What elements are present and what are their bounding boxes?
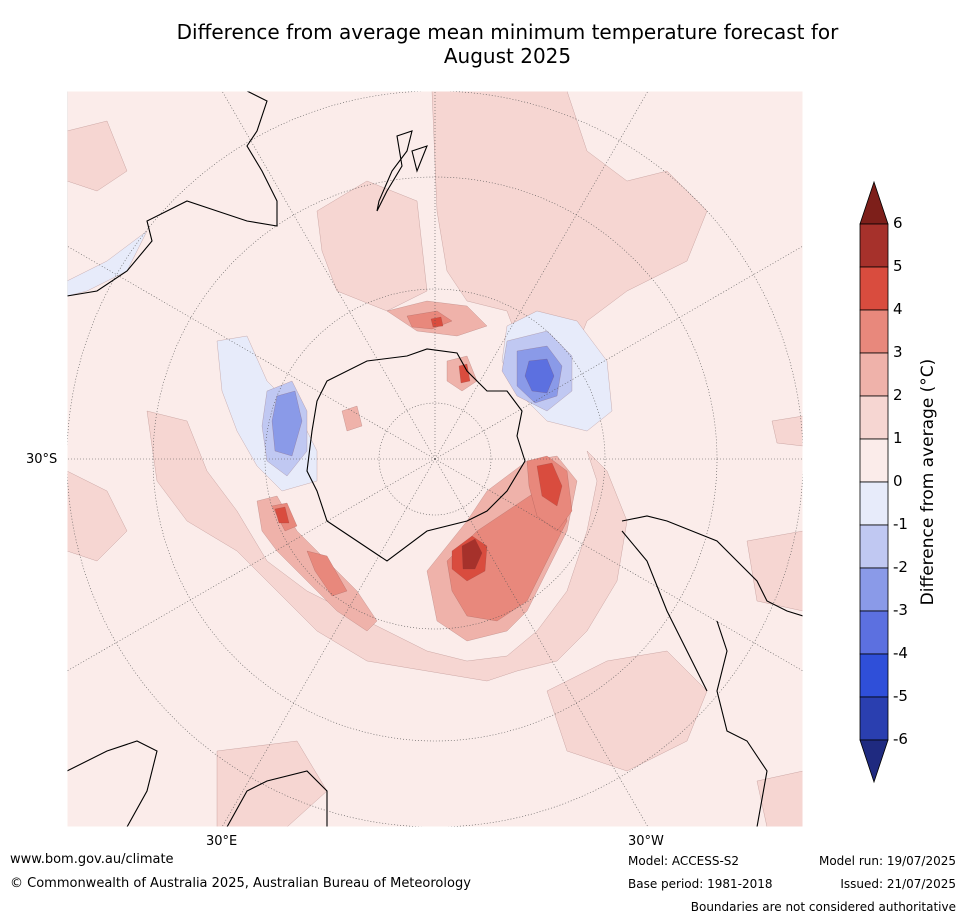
anomaly-minus-4-to-minus-3	[524, 358, 555, 394]
colorbar-under-minus-6	[859, 739, 889, 784]
colorbar-band-m4_m3	[859, 610, 889, 655]
footer-model: Model: ACCESS-S2	[628, 854, 740, 868]
footer-model-run: Model run: 19/07/2025	[818, 854, 956, 868]
anomaly-1-to-2	[67, 91, 803, 827]
footer-website[interactable]: www.bom.gov.au/climate	[10, 852, 174, 867]
colorbar-band-1_2	[859, 395, 889, 440]
colorbar-tick-label: -4	[893, 644, 908, 662]
colorbar-tick-label: -5	[893, 687, 908, 705]
colorbar-tick-label: 6	[893, 214, 903, 232]
footer-copyright: © Commonwealth of Australia 2025, Austra…	[10, 876, 471, 891]
colorbar-tick-label: 1	[893, 429, 903, 447]
map-title: Difference from average mean minimum tem…	[60, 20, 955, 68]
australia-coastline	[67, 91, 278, 297]
colorbar-band-4_5	[859, 266, 889, 311]
footer-disclaimer: Boundaries are not considered authoritat…	[690, 900, 956, 914]
antarctica-coastline	[306, 348, 526, 562]
anomaly-5-to-6	[461, 538, 483, 570]
footer-base-period: Base period: 1981-2018	[628, 877, 773, 891]
colorbar	[850, 180, 910, 785]
colorbar-tick-label: -3	[893, 601, 908, 619]
colorbar-band-5_6	[859, 223, 889, 268]
colorbar-band-m2_m1	[859, 524, 889, 569]
graticule	[67, 91, 803, 827]
colorbar-tick-label: -2	[893, 558, 908, 576]
colorbar-band-2_3	[859, 352, 889, 397]
lat-label-30s: 30°S	[26, 452, 58, 467]
colorbar-tick-label: 2	[893, 386, 903, 404]
colorbar-band-0_1	[859, 438, 889, 483]
colorbar-band-3_4	[859, 309, 889, 354]
colorbar-tick-label: 3	[893, 343, 903, 361]
title-line-2: August 2025	[443, 44, 572, 68]
colorbar-over-6	[859, 180, 889, 225]
footer-issued: Issued: 21/07/2025	[840, 877, 956, 891]
colorbar-band-m1_0	[859, 481, 889, 526]
colorbar-title: Difference from average (°C)	[918, 358, 938, 606]
colorbar-canvas	[859, 180, 889, 784]
polar-map	[67, 91, 803, 827]
lon-label-30e: 30°E	[206, 834, 238, 849]
title-line-1: Difference from average mean minimum tem…	[176, 20, 839, 44]
colorbar-tick-label: -1	[893, 515, 908, 533]
colorbar-band-m3_m2	[859, 567, 889, 612]
colorbar-band-m5_m4	[859, 653, 889, 698]
colorbar-tick-label: 4	[893, 300, 903, 318]
colorbar-band-m6_m5	[859, 696, 889, 741]
map-canvas	[67, 91, 803, 827]
colorbar-tick-label: 0	[893, 472, 903, 490]
lon-label-30w: 30°W	[628, 834, 664, 849]
colorbar-bands	[859, 223, 889, 741]
south-america-coastline	[621, 515, 803, 827]
colorbar-tick-label: 5	[893, 257, 903, 275]
coastlines	[67, 91, 803, 827]
africa-coastline	[67, 740, 328, 827]
colorbar-tick-label: -6	[893, 730, 908, 748]
new-zealand-coastline	[376, 130, 428, 212]
